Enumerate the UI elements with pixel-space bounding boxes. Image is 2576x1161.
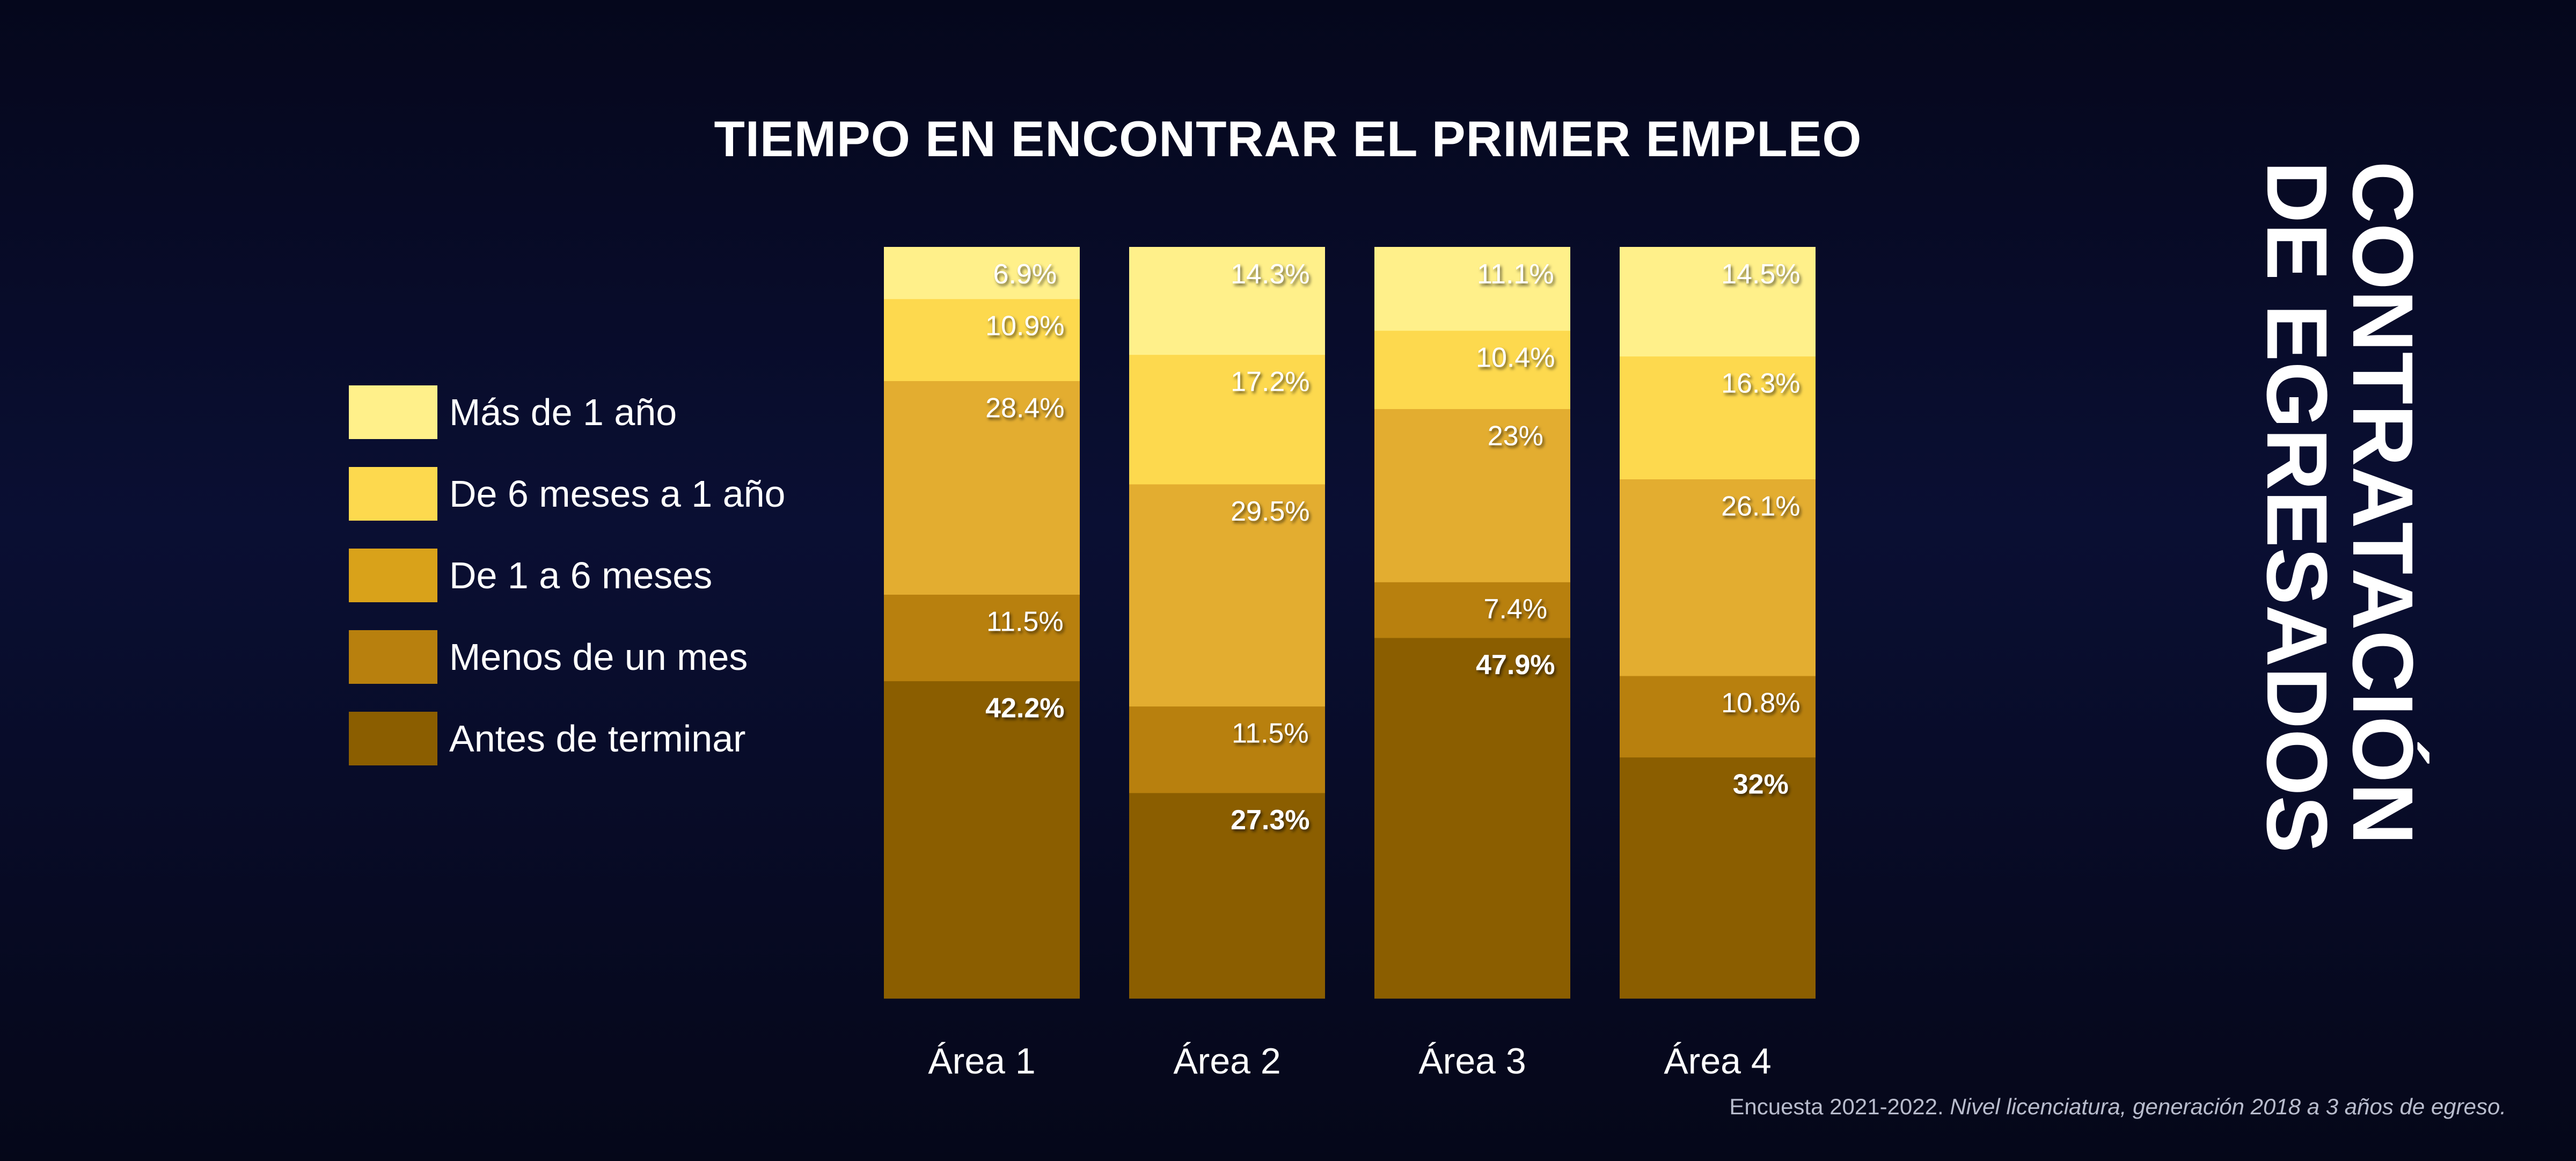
- bar-segment: [1620, 247, 1816, 357]
- data-label: 11.5%: [1232, 718, 1309, 749]
- bar-segment: [1129, 484, 1325, 707]
- legend-swatch: [349, 385, 437, 439]
- data-label: 11.1%: [1477, 259, 1554, 290]
- footnote: Encuesta 2021-2022. Nivel licenciatura, …: [1729, 1094, 2506, 1120]
- legend-label: Menos de un mes: [449, 636, 748, 678]
- bar-segment: [884, 381, 1080, 595]
- chart-title: TIEMPO EN ENCONTRAR EL PRIMER EMPLEO: [714, 111, 1862, 167]
- legend-item: Antes de terminar: [349, 712, 785, 765]
- bars-group: [884, 247, 1816, 999]
- data-label: 27.3%: [1231, 805, 1309, 836]
- legend: Más de 1 año De 6 meses a 1 año De 1 a 6…: [349, 385, 785, 793]
- data-label: 16.3%: [1721, 368, 1800, 399]
- bar-segment: [1129, 354, 1325, 485]
- bar-segment: [1374, 582, 1570, 638]
- bar-segment: [884, 681, 1080, 999]
- legend-item: Menos de un mes: [349, 630, 785, 684]
- data-label: 26.1%: [1721, 491, 1800, 522]
- legend-swatch: [349, 630, 437, 684]
- bar-segment: [1374, 247, 1570, 331]
- bar-segment: [884, 594, 1080, 682]
- legend-label: Antes de terminar: [449, 718, 746, 760]
- data-label: 47.9%: [1476, 649, 1555, 681]
- legend-swatch: [349, 549, 437, 602]
- legend-label: De 6 meses a 1 año: [449, 473, 786, 515]
- data-label: 10.9%: [985, 311, 1064, 342]
- legend-label: De 1 a 6 meses: [449, 554, 713, 596]
- bar-segment: [1620, 757, 1816, 999]
- data-label: 6.9%: [993, 259, 1057, 290]
- legend-label: Más de 1 año: [449, 391, 677, 433]
- bar-segment: [884, 247, 1080, 300]
- data-label: 23%: [1488, 421, 1543, 452]
- data-label: 11.5%: [986, 606, 1064, 637]
- data-label: 28.4%: [985, 392, 1064, 423]
- x-tick-label: Área 3: [1418, 1041, 1526, 1082]
- bar-segment: [1374, 330, 1570, 410]
- side-title: CONTRATACIÓN DE EGRESADOS: [2243, 161, 2431, 998]
- side-title-line-1: CONTRATACIÓN: [2335, 161, 2431, 845]
- data-label: 7.4%: [1484, 594, 1548, 625]
- legend-swatch: [349, 712, 437, 765]
- legend-item: De 1 a 6 meses: [349, 549, 785, 602]
- data-label: 14.3%: [1231, 259, 1309, 290]
- side-title-line-2: DE EGRESADOS: [2249, 161, 2345, 853]
- legend-item: De 6 meses a 1 año: [349, 467, 785, 521]
- bar-segment: [1129, 706, 1325, 793]
- bar-segment: [884, 298, 1080, 381]
- x-tick-label: Área 4: [1664, 1041, 1771, 1082]
- bar-segment: [1620, 479, 1816, 676]
- bar-segment: [1620, 356, 1816, 479]
- data-label: 17.2%: [1231, 367, 1309, 398]
- bar-segment: [1129, 793, 1325, 999]
- x-tick-label: Área 2: [1173, 1041, 1280, 1082]
- data-label: 42.2%: [985, 693, 1064, 724]
- data-label: 29.5%: [1231, 496, 1309, 527]
- bar-segment: [1620, 675, 1816, 758]
- bar-segment: [1374, 638, 1570, 999]
- data-label: 10.8%: [1721, 688, 1800, 719]
- footnote-plain: Encuesta 2021-2022.: [1729, 1094, 1950, 1119]
- segment-labels-group: 42.2% 11.5% 28.4% 10.9% 6.9% 27.3% 11.5% 29.5% 1…: [985, 259, 1800, 836]
- x-tick-labels-group: Área 1 Área 2 Área 3 Área 4: [928, 1041, 1771, 1082]
- footnote-italic: Nivel licenciatura, generación 2018 a 3 …: [1950, 1094, 2506, 1119]
- x-tick-label: Área 1: [928, 1041, 1035, 1082]
- legend-item: Más de 1 año: [349, 385, 785, 439]
- data-label: 10.4%: [1476, 342, 1555, 374]
- data-label: 14.5%: [1721, 259, 1800, 290]
- bar-segment: [1129, 247, 1325, 355]
- legend-swatch: [349, 467, 437, 521]
- bar-segment: [1374, 408, 1570, 582]
- data-label: 32%: [1733, 769, 1789, 800]
